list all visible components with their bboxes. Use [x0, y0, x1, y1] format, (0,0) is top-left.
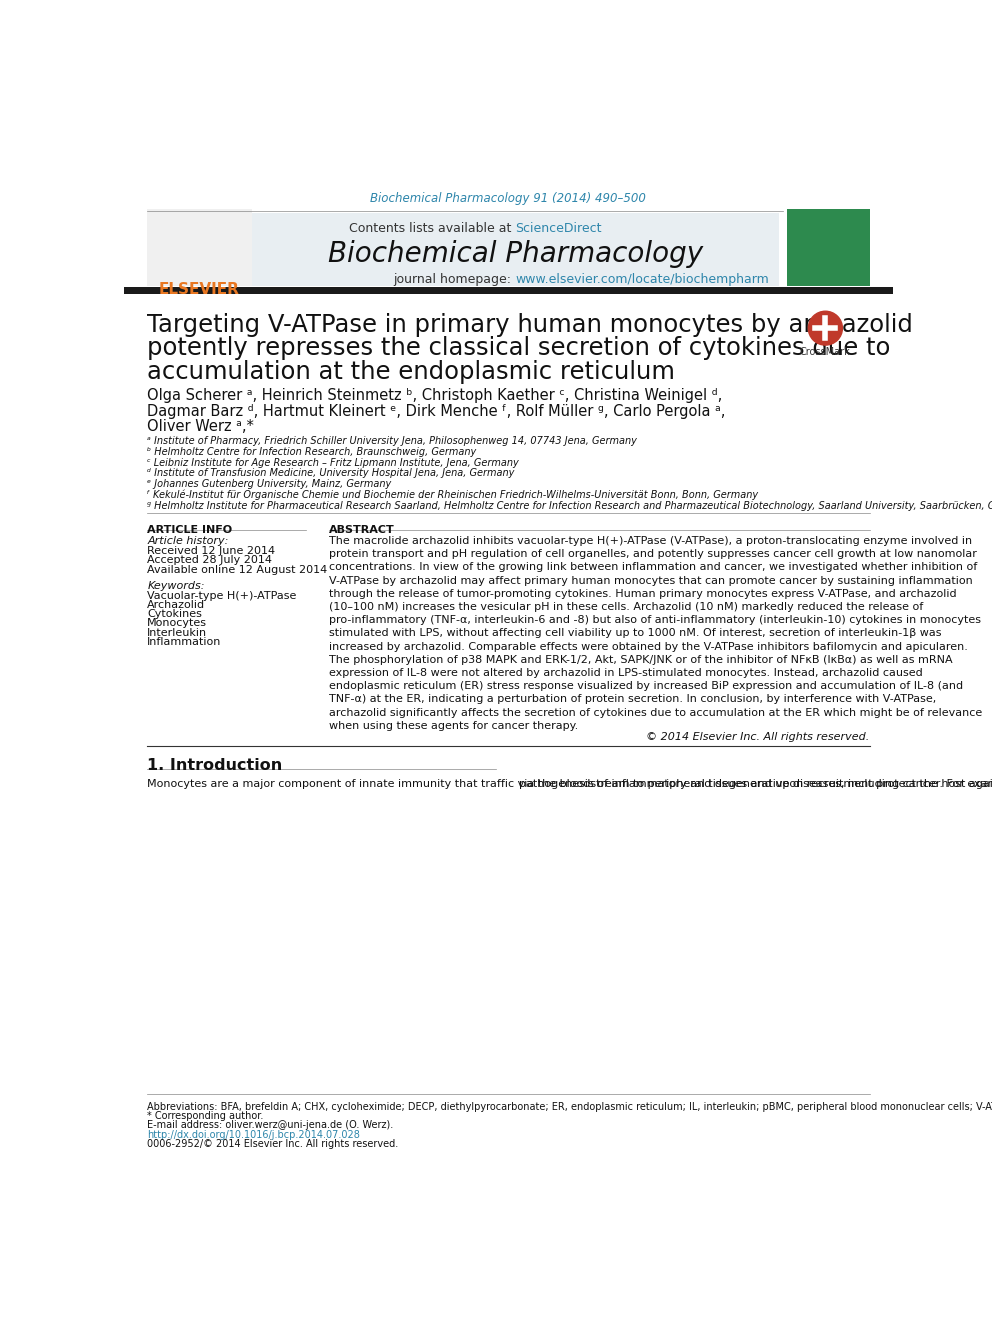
Text: ᵇ Helmholtz Centre for Infection Research, Braunschweig, Germany: ᵇ Helmholtz Centre for Infection Researc… [147, 447, 476, 456]
Text: ᵃ Institute of Pharmacy, Friedrich Schiller University Jena, Philosophenweg 14, : ᵃ Institute of Pharmacy, Friedrich Schil… [147, 437, 637, 446]
Text: 1. Introduction: 1. Introduction [147, 758, 283, 773]
Bar [787, 209, 870, 286]
Text: ELSEVIER: ELSEVIER [159, 282, 240, 296]
Text: http://dx.doi.org/10.1016/j.bcp.2014.07.028: http://dx.doi.org/10.1016/j.bcp.2014.07.… [147, 1130, 360, 1139]
Text: * Corresponding author.: * Corresponding author. [147, 1111, 264, 1122]
Text: ScienceDirect: ScienceDirect [516, 222, 602, 235]
Text: Monocytes are a major component of innate immunity that traffic via the bloodstr: Monocytes are a major component of innat… [147, 779, 992, 789]
Text: Dagmar Barz ᵈ, Hartmut Kleinert ᵉ, Dirk Menche ᶠ, Rolf Müller ᵍ, Carlo Pergola ᵃ: Dagmar Barz ᵈ, Hartmut Kleinert ᵉ, Dirk … [147, 404, 725, 418]
Text: pathogenesis of inflammatory and degenerative diseases, including cancer. For ex: pathogenesis of inflammatory and degener… [519, 779, 992, 789]
Text: ARTICLE INFO: ARTICLE INFO [147, 524, 232, 534]
Text: © 2014 Elsevier Inc. All rights reserved.: © 2014 Elsevier Inc. All rights reserved… [647, 733, 870, 742]
Text: Archazolid: Archazolid [147, 599, 205, 610]
Text: potently represses the classical secretion of cytokines due to: potently represses the classical secreti… [147, 336, 891, 360]
Text: Article history:: Article history: [147, 536, 228, 546]
Bar [124, 287, 893, 294]
Text: Biochemical Pharmacology: Biochemical Pharmacology [327, 239, 703, 267]
Text: The macrolide archazolid inhibits vacuolar-type H(+)-ATPase (V-ATPase), a proton: The macrolide archazolid inhibits vacuol… [329, 536, 983, 730]
Text: Received 12 June 2014: Received 12 June 2014 [147, 546, 276, 556]
Text: E-mail address: oliver.werz@uni-jena.de (O. Werz).: E-mail address: oliver.werz@uni-jena.de … [147, 1119, 394, 1130]
Text: Available online 12 August 2014: Available online 12 August 2014 [147, 565, 327, 574]
FancyBboxPatch shape [252, 213, 779, 286]
Bar [147, 209, 252, 286]
Text: CrossMark: CrossMark [800, 347, 851, 357]
Text: Oliver Werz ᵃ,*: Oliver Werz ᵃ,* [147, 419, 254, 434]
Text: Keywords:: Keywords: [147, 581, 204, 591]
Text: www.elsevier.com/locate/biochempharm: www.elsevier.com/locate/biochempharm [516, 273, 769, 286]
Text: ᵉ Johannes Gutenberg University, Mainz, Germany: ᵉ Johannes Gutenberg University, Mainz, … [147, 479, 392, 490]
Text: Contents lists available at: Contents lists available at [349, 222, 516, 235]
Text: ᵍ Helmholtz Institute for Pharmaceutical Research Saarland, Helmholtz Centre for: ᵍ Helmholtz Institute for Pharmaceutical… [147, 500, 992, 511]
Text: Monocytes: Monocytes [147, 618, 207, 628]
Text: accumulation at the endoplasmic reticulum: accumulation at the endoplasmic reticulu… [147, 360, 676, 385]
Text: 0006-2952/© 2014 Elsevier Inc. All rights reserved.: 0006-2952/© 2014 Elsevier Inc. All right… [147, 1139, 399, 1148]
Text: Vacuolar-type H(+)-ATPase: Vacuolar-type H(+)-ATPase [147, 591, 297, 601]
Text: Interleukin: Interleukin [147, 627, 207, 638]
Text: Biochemical Pharmacology 91 (2014) 490–500: Biochemical Pharmacology 91 (2014) 490–5… [370, 192, 647, 205]
Text: ᶠ Kekulé-Institut für Organische Chemie und Biochemie der Rheinischen Friedrich-: ᶠ Kekulé-Institut für Organische Chemie … [147, 490, 758, 500]
Text: Cytokines: Cytokines [147, 609, 202, 619]
Text: Inflammation: Inflammation [147, 636, 221, 647]
Text: Olga Scherer ᵃ, Heinrich Steinmetz ᵇ, Christoph Kaether ᶜ, Christina Weinigel ᵈ,: Olga Scherer ᵃ, Heinrich Steinmetz ᵇ, Ch… [147, 388, 722, 404]
Text: Abbreviations: BFA, brefeldin A; CHX, cycloheximide; DECP, diethylpyrocarbonate;: Abbreviations: BFA, brefeldin A; CHX, cy… [147, 1102, 992, 1113]
Text: Targeting V-ATPase in primary human monocytes by archazolid: Targeting V-ATPase in primary human mono… [147, 312, 913, 337]
Circle shape [808, 311, 842, 345]
Text: ᵈ Institute of Transfusion Medicine, University Hospital Jena, Jena, Germany: ᵈ Institute of Transfusion Medicine, Uni… [147, 468, 515, 479]
Text: ABSTRACT: ABSTRACT [329, 524, 395, 534]
Text: ᶜ Leibniz Institute for Age Research – Fritz Lipmann Institute, Jena, Germany: ᶜ Leibniz Institute for Age Research – F… [147, 458, 519, 467]
Text: journal homepage:: journal homepage: [394, 273, 516, 286]
Text: Accepted 28 July 2014: Accepted 28 July 2014 [147, 556, 272, 565]
